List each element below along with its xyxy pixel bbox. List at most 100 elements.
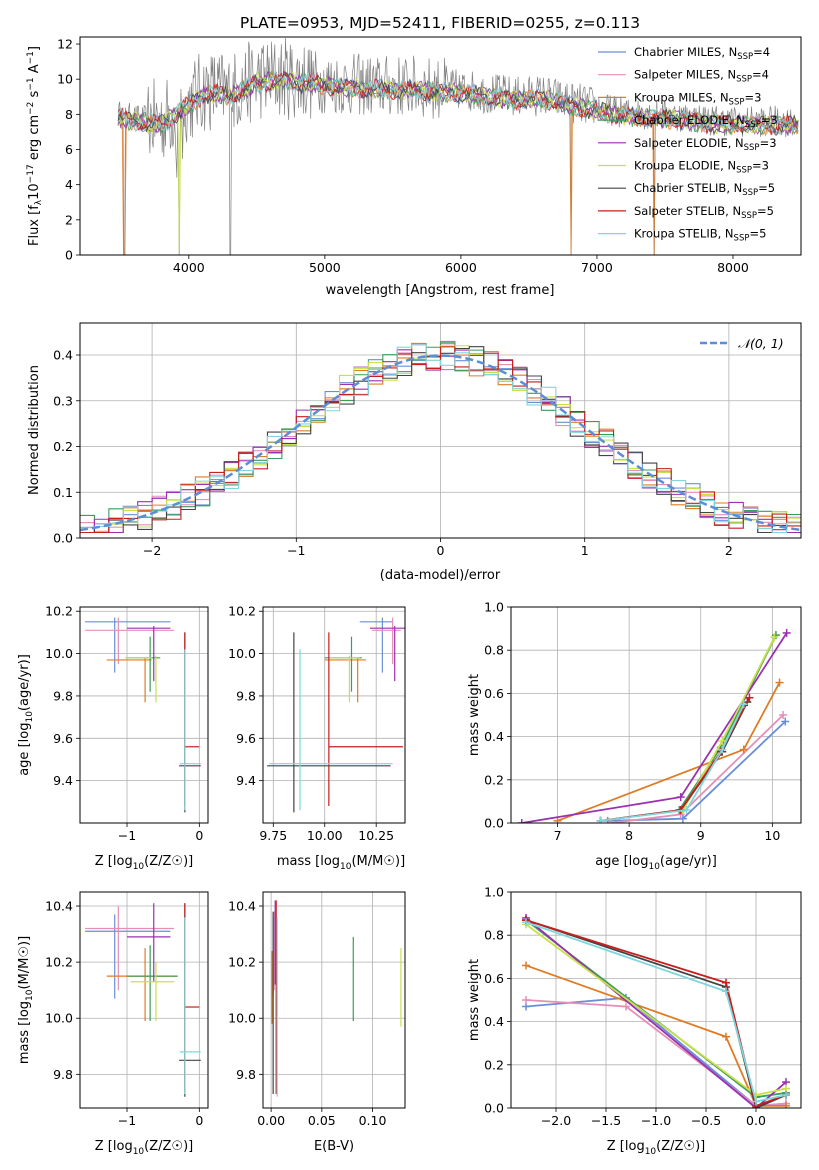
y-tick-label: 0.4 (484, 729, 504, 744)
x-axis-label: wavelength [Angstrom, rest frame] (326, 283, 555, 298)
y-label-part: erg cm (27, 115, 42, 164)
legend-label-chabrier-elodie: Chabrier ELODIE, NSSP=3 (634, 113, 778, 130)
x-tick-label: 0 (195, 1113, 203, 1128)
x-tick-label: 10 (764, 828, 780, 843)
y-tick-label: 10.0 (228, 646, 256, 661)
legend-name: Kroupa ELODIE, N (634, 159, 736, 173)
y-tick-label: 10.2 (45, 604, 73, 619)
x-tick-label: 7 (554, 828, 562, 843)
age-z-panel: −1 09.49.69.810.010.2Z [log10(Z/Z☉)]age [… (17, 604, 209, 872)
legend-n: =3 (744, 90, 761, 104)
legend-gaussian-label: 𝒩(0, 1) (738, 336, 784, 351)
errorbar-kroupa-elodie (328, 655, 360, 703)
y-axis-label: age [log10(age/yr)] (17, 654, 35, 776)
errorbar-salpeter-miles (372, 617, 401, 665)
x-tick-label: 0 (195, 828, 203, 843)
x-tick-label: 0.05 (308, 1113, 336, 1128)
axes-frame (79, 606, 209, 824)
mass-weight-age-panel: 7 8 9 10 0.0 0.2 0.4 0.6 0.8 1.0 mass weight age [l… (467, 600, 802, 872)
mass-ebv-panel: 0.00 0.05 0.10 9.8 10.0 10.2 10.4 E(B-V) (228, 891, 406, 1154)
legend-name: Salpeter ELODIE, N (634, 136, 744, 150)
legend-label-salpeter-miles: Salpeter MILES, NSSP=4 (634, 68, 769, 85)
y-label-part: λ (34, 199, 44, 205)
x-tick-label: 9.75 (259, 828, 287, 843)
y-tick-label: 10.0 (45, 646, 73, 661)
errorbar-chabrier-miles (85, 914, 171, 999)
y-label-part: −17 (26, 164, 36, 183)
errorbar-kroupa-miles (106, 948, 178, 1022)
y-axis-label-sub: 10 (25, 989, 35, 1001)
axes-frame (510, 606, 802, 824)
plot-area (267, 617, 405, 813)
x-axis-label: mass [log10(M/M☉)] (277, 854, 405, 872)
x-axis-label: (data-model)/error (380, 568, 501, 583)
x-tick-label: 2 (725, 543, 733, 558)
x-tick-label: 10.25 (358, 828, 394, 843)
series-line (521, 632, 788, 823)
y-axis-label: Normed distribution (27, 365, 42, 495)
y-tick-label: 0.0 (53, 531, 73, 546)
errorbar-kroupa-stelib (269, 649, 393, 811)
series-line (600, 703, 745, 822)
y-tick-label: 0.2 (484, 772, 504, 787)
legend-sub: SSP (741, 211, 757, 221)
y-axis-label-rest: (age/yr)] (17, 654, 32, 711)
x-axis-label-rest: (M/M☉)] (351, 854, 405, 869)
plot-area (85, 903, 201, 1097)
y-label-part: 10 (27, 183, 42, 200)
legend-label-salpeter-stelib: Salpeter STELIB, NSSP=5 (634, 204, 774, 221)
legend-label-kroupa-elodie: Kroupa ELODIE, NSSP=3 (634, 159, 769, 176)
x-axis-label-text: Z [log (607, 1139, 645, 1154)
gaussian-curve (80, 354, 801, 532)
model-line-chabrier-stelib (117, 71, 799, 136)
errorbar-kroupa-stelib (179, 649, 201, 811)
series-salpeter-stelib (596, 693, 754, 823)
axes-frame (79, 322, 802, 539)
x-axis-label-text: Z [log (95, 1139, 133, 1154)
y-tick-label: 0.8 (484, 643, 504, 658)
x-axis-label-rest: (Z/Z☉)] (144, 1139, 193, 1154)
legend-n: =3 (761, 113, 778, 127)
errorbar-salpeter-elodie (127, 903, 171, 982)
legend-sub: SSP (737, 52, 753, 62)
errorbar-kroupa-stelib (179, 917, 201, 1094)
y-tick-label: 1.0 (484, 600, 504, 615)
y-axis-label-sub: 10 (25, 711, 35, 723)
legend-sub: SSP (745, 120, 761, 130)
legend-name: Kroupa MILES, N (634, 90, 729, 104)
y-tick-label: 2 (65, 212, 73, 227)
y-axis-label: Flux [fλ10−17 erg cm−2 s−1 A−1] (26, 46, 44, 246)
errorbar-salpeter-elodie (370, 626, 405, 682)
series-salpeter-elodie (517, 628, 791, 823)
plot-area (522, 913, 790, 1108)
legend-label-kroupa-miles: Kroupa MILES, NSSP=3 (634, 90, 761, 107)
y-tick-label: 0.2 (484, 1057, 504, 1072)
errorbar-chabrier-stelib (179, 903, 201, 1097)
x-tick-label: −1 (287, 543, 305, 558)
y-label-part: −1 (26, 77, 36, 90)
legend-n: =3 (760, 136, 777, 150)
y-label-part: −1 (26, 51, 36, 64)
x-tick-label: 6000 (445, 260, 477, 275)
histogram-panel: −2 −1 0 1 2 0.0 0.1 0.2 0.3 0.4 𝒩(0, 1) (data-model… (27, 322, 802, 583)
y-tick-label: 0.1 (53, 485, 73, 500)
x-tick-label: −1 (118, 828, 136, 843)
y-tick-label: 9.6 (53, 731, 73, 746)
legend-sub: SSP (742, 188, 758, 198)
histogram-kroupa-miles (80, 340, 801, 534)
x-tick-label: 0 (437, 543, 445, 558)
y-tick-label: 0.4 (484, 1014, 504, 1029)
plot-area (517, 628, 791, 823)
errorbar-salpeter-stelib (328, 632, 403, 807)
y-tick-label: 9.6 (236, 731, 256, 746)
x-tick-label: 9 (697, 828, 705, 843)
legend-label-salpeter-elodie: Salpeter ELODIE, NSSP=3 (634, 136, 777, 153)
y-tick-label: 6 (65, 142, 73, 157)
legend-n: =4 (753, 45, 770, 59)
y-label-part: ] (27, 46, 42, 51)
series-line (600, 697, 751, 822)
x-axis-label: age [log10(age/yr)] (595, 854, 717, 872)
errorbar-chabrier-stelib (179, 632, 201, 813)
y-tick-label: 8 (65, 107, 73, 122)
legend-sub: SSP (744, 143, 760, 153)
